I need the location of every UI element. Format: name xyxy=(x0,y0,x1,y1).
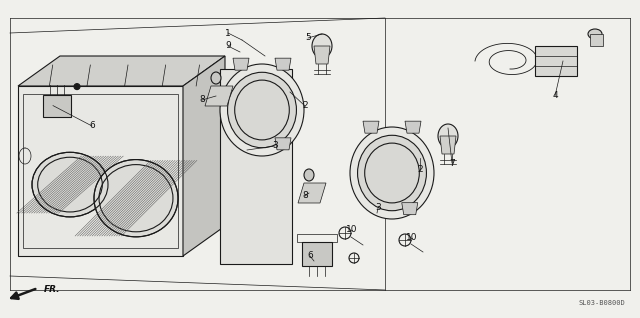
Polygon shape xyxy=(535,46,577,76)
Text: 4: 4 xyxy=(552,92,558,100)
Text: 2: 2 xyxy=(302,101,308,110)
Polygon shape xyxy=(275,58,291,70)
Text: SL03-B0800D: SL03-B0800D xyxy=(579,300,625,306)
Polygon shape xyxy=(402,203,418,215)
Polygon shape xyxy=(18,56,225,86)
Text: 5: 5 xyxy=(305,33,311,43)
Ellipse shape xyxy=(211,72,221,84)
Text: 3: 3 xyxy=(272,142,278,150)
Ellipse shape xyxy=(94,160,178,237)
Ellipse shape xyxy=(438,124,458,148)
Polygon shape xyxy=(205,86,233,106)
Ellipse shape xyxy=(304,169,314,181)
Text: 2: 2 xyxy=(417,165,423,175)
Polygon shape xyxy=(405,121,421,133)
Polygon shape xyxy=(275,138,291,150)
Text: 1: 1 xyxy=(225,29,231,38)
Polygon shape xyxy=(220,69,292,264)
Text: 10: 10 xyxy=(346,225,358,234)
Polygon shape xyxy=(298,183,326,203)
Polygon shape xyxy=(18,86,183,256)
Text: FR.: FR. xyxy=(44,286,61,294)
Text: 10: 10 xyxy=(406,233,418,243)
Text: 3: 3 xyxy=(375,204,381,212)
Text: 8: 8 xyxy=(199,95,205,105)
Polygon shape xyxy=(233,58,249,70)
Polygon shape xyxy=(590,34,603,46)
Ellipse shape xyxy=(350,127,434,219)
Polygon shape xyxy=(440,136,456,154)
Ellipse shape xyxy=(220,64,304,156)
Ellipse shape xyxy=(228,72,296,148)
Polygon shape xyxy=(43,94,71,117)
Text: 7: 7 xyxy=(449,158,455,168)
Ellipse shape xyxy=(588,29,602,39)
Polygon shape xyxy=(302,242,332,266)
Text: 9: 9 xyxy=(225,42,231,51)
Ellipse shape xyxy=(74,84,80,90)
Polygon shape xyxy=(314,46,330,64)
Polygon shape xyxy=(363,121,379,133)
Text: 8: 8 xyxy=(302,191,308,201)
Polygon shape xyxy=(183,56,225,256)
Ellipse shape xyxy=(32,152,108,217)
Text: 6: 6 xyxy=(89,121,95,130)
Ellipse shape xyxy=(358,135,426,211)
Ellipse shape xyxy=(312,34,332,58)
Text: 6: 6 xyxy=(307,252,313,260)
